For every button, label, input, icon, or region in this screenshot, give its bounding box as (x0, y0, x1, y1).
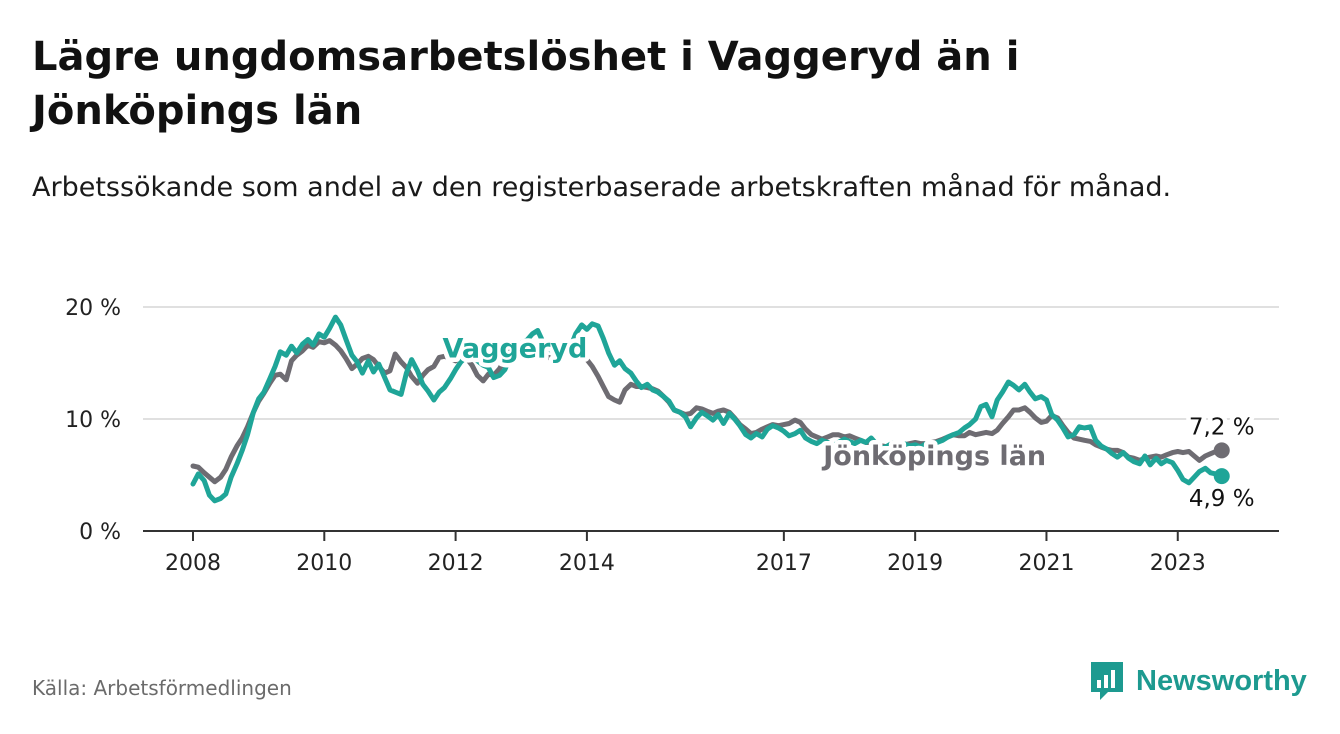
series-label-vaggeryd-halo: Vaggeryd (442, 333, 587, 364)
source-note: Källa: Arbetsförmedlingen (32, 676, 292, 700)
x-axis: 2008 2010 2012 2014 2017 2019 2021 2023 (143, 530, 1279, 576)
series-label-vaggeryd: Vaggeryd (442, 333, 587, 364)
end-label-vaggeryd: 4,9 % (1189, 486, 1255, 512)
chart-subtitle: Arbetssökande som andel av den registerb… (32, 172, 1172, 203)
x-tick-label: 2014 (559, 551, 615, 576)
end-label-lan: 7,2 % (1189, 414, 1255, 440)
x-tick-label: 2023 (1150, 551, 1206, 576)
y-tick-label: 10 % (65, 408, 121, 433)
series-label-lan-halo: Jönköpings län (821, 441, 1046, 472)
x-tick-label: 2019 (887, 551, 943, 576)
chart-title: Lägre ungdomsarbetslöshet i Vaggeryd än … (32, 34, 1020, 134)
end-point-vaggeryd (1213, 468, 1230, 485)
y-axis-labels: 0 % 10 % 20 % (65, 296, 121, 545)
end-label-vaggeryd-halo: 4,9 % (1189, 486, 1255, 512)
x-tick-label: 2010 (296, 551, 352, 576)
bar-chart-logo-icon (1091, 662, 1123, 700)
series-line-lan (190, 338, 1225, 485)
x-tick-label: 2008 (165, 551, 221, 576)
grid-lines (143, 306, 1279, 420)
x-tick-label: 2012 (428, 551, 484, 576)
series-line-vaggeryd (190, 314, 1225, 504)
y-tick-label: 20 % (65, 296, 121, 321)
x-tick-label: 2021 (1018, 551, 1074, 576)
end-label-lan-halo: 7,2 % (1189, 414, 1255, 440)
x-tick-label: 2017 (756, 551, 812, 576)
brand-name: Newsworthy (1136, 664, 1307, 697)
end-point-lan (1213, 442, 1230, 459)
series-label-lan: Jönköpings län (821, 441, 1046, 472)
y-tick-label: 0 % (79, 520, 121, 545)
series-lines (190, 314, 1230, 504)
brand-logo[interactable]: Newsworthy (1088, 660, 1307, 702)
line-chart: 0 % 10 % 20 % 2008 2010 2012 2014 2017 2019 2021… (65, 296, 1279, 576)
